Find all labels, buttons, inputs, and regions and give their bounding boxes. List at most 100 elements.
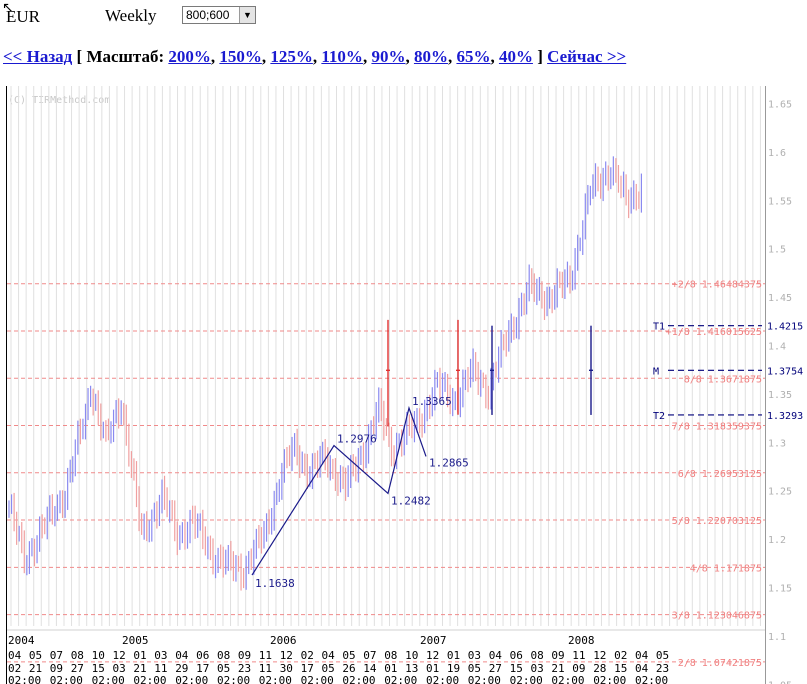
y-tick-label: 1.3 xyxy=(768,438,786,449)
pivot-label: 1.1638 xyxy=(255,577,295,590)
x-day-label: 15 xyxy=(614,662,627,675)
zigzag-line xyxy=(251,405,427,576)
x-month-label: 12 xyxy=(280,649,293,662)
x-day-label: 21 xyxy=(551,662,564,675)
x-day-label: 01 xyxy=(384,662,397,675)
x-month-label: 10 xyxy=(92,649,105,662)
murrey-label: 3/8 1.123046875 xyxy=(672,611,762,622)
x-month-label: 09 xyxy=(551,649,564,662)
x-month-label: 05 xyxy=(29,649,42,662)
x-month-label: 06 xyxy=(510,649,523,662)
x-month-label: 04 xyxy=(635,649,649,662)
x-month-label: 01 xyxy=(133,649,146,662)
x-month-label: 12 xyxy=(426,649,439,662)
zoom-200-link[interactable]: 200% xyxy=(168,47,211,66)
zoom-150-link[interactable]: 150% xyxy=(219,47,262,66)
x-time-label: 02:00 xyxy=(551,674,584,684)
x-month-label: 08 xyxy=(71,649,84,662)
x-day-label: 30 xyxy=(280,662,293,675)
y-axis: 1.65 1.6 1.55 1.5 1.45 1.4 1.35 1.3 1.25 1.2 1.15 1… xyxy=(768,100,792,684)
murrey-label: 8/8 1.3671875 xyxy=(684,374,762,385)
x-day-label: 03 xyxy=(531,662,544,675)
year-label: 2007 xyxy=(420,634,447,647)
x-time-label: 02:00 xyxy=(426,674,459,684)
dropdown-arrow-icon[interactable]: ▼ xyxy=(239,7,255,23)
scale-label: Масштаб: xyxy=(86,47,165,66)
x-day-label: 28 xyxy=(593,662,606,675)
x-day-label: 11 xyxy=(154,662,167,675)
x-month-label: 04 xyxy=(489,649,503,662)
murrey-levels: +2/8 1.46484375 +1/8 1.416015625 8/8 1.367… xyxy=(7,280,765,669)
x-month-label: 02 xyxy=(614,649,627,662)
back-link[interactable]: << Назад xyxy=(3,47,73,66)
zoom-80-link[interactable]: 80% xyxy=(413,47,448,66)
x-day-label: 01 xyxy=(426,662,439,675)
zoom-110-link[interactable]: 110% xyxy=(321,47,363,66)
zigzag: 1.1638 1.2976 1.2482 1.3365 1.2865 xyxy=(251,395,469,590)
x-day-label: 14 xyxy=(363,662,377,675)
now-link[interactable]: Сейчас >> xyxy=(547,47,627,66)
pivot-label: 1.2976 xyxy=(337,433,377,446)
chart-size-value: 800;600 xyxy=(186,8,230,22)
chart-size-select[interactable]: 800;600 ▼ xyxy=(182,6,256,24)
x-day-label: 17 xyxy=(196,662,209,675)
zoom-65-link[interactable]: 65% xyxy=(456,47,491,66)
x-month-label: 03 xyxy=(154,649,167,662)
watermark: (C) TIRMethod.com xyxy=(8,95,110,106)
y-tick-label: 1.1 xyxy=(768,632,786,643)
x-day-label: 11 xyxy=(259,662,272,675)
pivot-label: 1.3365 xyxy=(412,395,452,408)
year-label: 2004 xyxy=(8,634,35,647)
x-month-label: 05 xyxy=(656,649,669,662)
x-month-label: 07 xyxy=(363,649,376,662)
x-time-label: 02:00 xyxy=(510,674,543,684)
x-time-label: 02:00 xyxy=(384,674,417,684)
x-month-label: 07 xyxy=(50,649,63,662)
symbol-label: EUR xyxy=(6,7,40,26)
x-day-label: 23 xyxy=(238,662,251,675)
close-bracket: ] xyxy=(537,47,543,66)
x-time-label: 02:00 xyxy=(342,674,375,684)
target-levels: T1 1.4215 M 1.3754 T2 1.3293 xyxy=(653,322,803,422)
target-value-label: 1.3293 xyxy=(767,411,803,422)
x-day-label: 05 xyxy=(468,662,481,675)
zoom-125-link[interactable]: 125% xyxy=(270,47,313,66)
toolbar: EUR ↖ Weekly 800;600 ▼ xyxy=(0,0,807,40)
x-day-label: 05 xyxy=(217,662,230,675)
x-month-label: 09 xyxy=(238,649,251,662)
x-month-label: 11 xyxy=(259,649,272,662)
target-value-label: 1.3754 xyxy=(767,366,803,377)
x-time-label: 02:00 xyxy=(301,674,334,684)
x-day-label: 21 xyxy=(133,662,146,675)
x-time-label: 02:00 xyxy=(92,674,125,684)
murrey-label: 2/8 1.07421875 xyxy=(678,658,762,669)
x-day-label: 27 xyxy=(71,662,84,675)
year-label: 2008 xyxy=(568,634,595,647)
mouse-cursor-icon: ↖ xyxy=(2,0,14,16)
x-day-label: 15 xyxy=(510,662,523,675)
x-month-label: 04 xyxy=(175,649,189,662)
y-tick-label: 1.35 xyxy=(768,390,792,401)
x-month-label: 04 xyxy=(8,649,22,662)
zoom-40-link[interactable]: 40% xyxy=(498,47,533,66)
x-month-label: 06 xyxy=(196,649,209,662)
x-month-label: 04 xyxy=(322,649,336,662)
murrey-label: +1/8 1.416015625 xyxy=(666,327,762,338)
y-tick-label: 1.2 xyxy=(768,535,786,546)
x-axis: 2004 2005 2006 2007 2008040202:000521070902:… xyxy=(7,629,765,684)
year-label: 2006 xyxy=(270,634,297,647)
y-tick-label: 1.55 xyxy=(768,196,792,207)
x-month-label: 02 xyxy=(301,649,314,662)
murrey-label: 7/8 1.318359375 xyxy=(672,422,762,433)
x-month-label: 03 xyxy=(468,649,481,662)
signal-lines xyxy=(386,319,593,427)
x-month-label: 12 xyxy=(113,649,126,662)
x-time-label: 02:00 xyxy=(217,674,250,684)
y-tick-label: 1.15 xyxy=(768,584,792,595)
x-time-label: 02:00 xyxy=(468,674,501,684)
price-chart[interactable]: (C) TIRMethod.com +2/8 1.46484375 +1/8 1.… xyxy=(0,86,807,684)
period-label: Weekly xyxy=(105,6,157,25)
x-day-label: 15 xyxy=(92,662,105,675)
zoom-90-link[interactable]: 90% xyxy=(371,47,406,66)
y-tick-label: 1.6 xyxy=(768,148,786,159)
